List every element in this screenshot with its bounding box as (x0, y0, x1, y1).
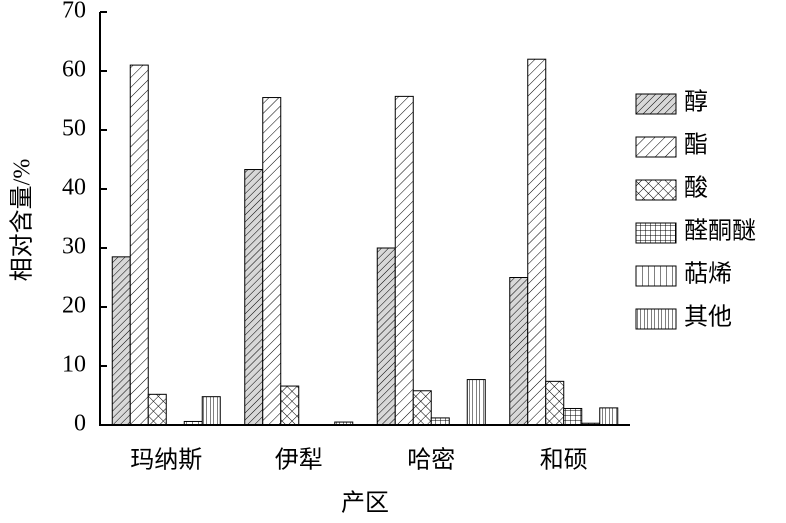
bar (244, 169, 264, 426)
legend-swatch (635, 93, 677, 115)
x-tick-label: 哈密 (407, 447, 455, 474)
y-tick-label: 10 (62, 352, 86, 378)
y-axis-title: 相对含量/% (9, 159, 36, 282)
bar (466, 379, 486, 426)
y-tick-label: 50 (62, 116, 86, 142)
bar (509, 277, 529, 426)
y-tick-label: 60 (62, 57, 86, 83)
legend-label: 酯 (684, 132, 708, 159)
bar (111, 256, 131, 426)
bar (563, 407, 583, 426)
legend-label: 其他 (684, 304, 732, 331)
legend-swatch (635, 222, 677, 244)
legend-label: 醇 (684, 89, 708, 116)
y-tick-label: 0 (74, 411, 86, 437)
bar (262, 97, 282, 426)
x-tick-label: 伊犁 (275, 447, 323, 474)
bar (430, 417, 450, 426)
x-tick-label: 玛纳斯 (130, 447, 202, 474)
legend-swatch (635, 179, 677, 201)
bar (201, 396, 221, 426)
bar (280, 385, 300, 426)
legend-swatch (635, 136, 677, 158)
legend-swatch (635, 308, 677, 330)
bar (394, 95, 414, 426)
y-tick-label: 30 (62, 234, 86, 260)
bar (545, 380, 565, 426)
legend-label: 酸 (684, 175, 708, 202)
x-tick-label: 和硕 (540, 447, 588, 474)
bar (129, 64, 149, 426)
legend-label: 萜烯 (684, 261, 732, 288)
bar (599, 407, 619, 426)
legend-label: 醛酮醚 (684, 218, 756, 245)
bar (147, 393, 167, 426)
y-tick-label: 70 (62, 0, 86, 24)
bar (412, 390, 432, 426)
legend-swatch (635, 265, 677, 287)
x-axis-title: 产区 (341, 490, 389, 517)
y-tick-label: 40 (62, 175, 86, 201)
y-tick-label: 20 (62, 293, 86, 319)
bar (376, 247, 396, 426)
bar (527, 58, 547, 426)
